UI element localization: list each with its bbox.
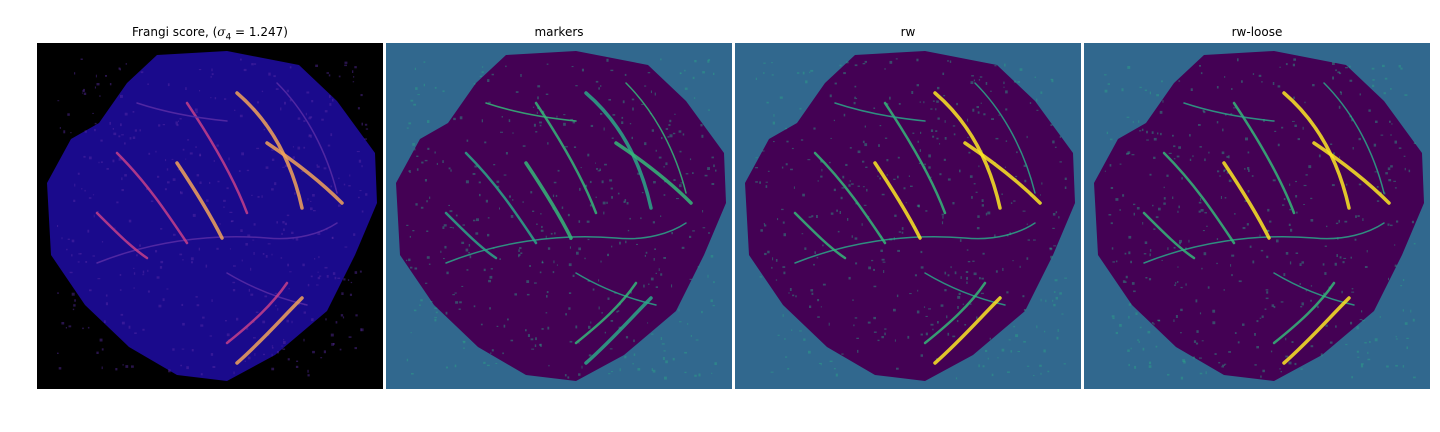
vessel-segment — [464, 151, 538, 245]
frangi-panel: Frangi score, (σ4 = 1.247) — [37, 22, 383, 389]
markers-image — [386, 43, 732, 389]
rw-loose-image — [1084, 43, 1430, 389]
vessel-segment — [1183, 102, 1275, 122]
vessel-segment — [136, 102, 228, 122]
tissue-texture — [1104, 58, 1416, 380]
vessel-segment — [95, 211, 149, 260]
vessel-segment — [235, 296, 304, 365]
vessel-segment — [1232, 101, 1296, 215]
rw-title: rw — [900, 25, 916, 39]
markers-panel: markers — [386, 22, 732, 389]
vessel-segment — [933, 91, 1002, 210]
vessel-segment — [1312, 141, 1391, 205]
vessel-segment — [614, 141, 693, 205]
vessel-segment — [444, 211, 498, 260]
frangi-title-sigma: σ — [217, 25, 226, 39]
tissue-texture — [406, 58, 717, 380]
vessel-segment — [485, 102, 577, 122]
vessel-segment — [574, 281, 638, 345]
vessel-segment — [963, 141, 1042, 205]
vessel-segment — [225, 281, 289, 345]
vessel-segment — [883, 101, 947, 215]
vessel-segment — [1272, 281, 1336, 345]
frangi-title-suffix: ) — [283, 25, 288, 39]
vessel-segment — [1323, 82, 1385, 194]
rw-loose-title: rw-loose — [1231, 25, 1283, 39]
vessel-segment — [974, 82, 1036, 194]
vessel-segment — [1282, 91, 1351, 210]
frangi-title-sub: 4 — [225, 32, 232, 43]
vessel-segment — [534, 101, 598, 215]
frangi-title-eq: = 1.247 — [231, 25, 284, 39]
vessel-segment — [933, 296, 1002, 365]
markers-title: markers — [534, 25, 584, 39]
frangi-image — [37, 43, 383, 389]
vessel-segment — [834, 102, 926, 122]
frangi-title: Frangi score, (σ4 = 1.247) — [37, 22, 383, 42]
vessel-segment — [276, 82, 338, 194]
vessel-segment — [793, 211, 847, 260]
vessel-segment — [185, 101, 249, 215]
vessel-segment — [265, 141, 344, 205]
vessel-segment — [584, 91, 653, 210]
vessel-segment — [1222, 161, 1271, 240]
vessel-segment — [923, 281, 987, 345]
vessel-segment — [1282, 296, 1351, 365]
vessel-segment — [175, 161, 224, 240]
vessel-segment — [1142, 211, 1196, 260]
rw-image — [735, 43, 1081, 389]
vessel-segment — [813, 151, 887, 245]
vessel-segment — [115, 151, 189, 245]
vessel-segment — [873, 161, 922, 240]
vessel-segment — [524, 161, 573, 240]
rw-panel: rw — [735, 22, 1081, 389]
rw-loose-panel: rw-loose — [1084, 22, 1430, 389]
frangi-title-prefix: Frangi score, ( — [132, 25, 218, 39]
vessel-segment — [584, 296, 653, 365]
vessel-segment — [235, 91, 304, 210]
vessel-segment — [625, 82, 687, 194]
vessel-segment — [1162, 151, 1236, 245]
